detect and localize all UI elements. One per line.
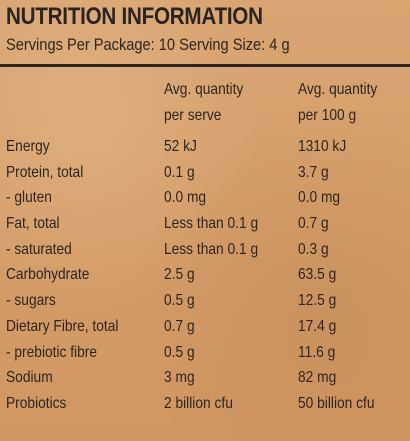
nutrient-row: - gluten 0.0 mg 0.0 mg (0, 185, 410, 211)
column-header-per-100g-line2: per 100 g (298, 107, 357, 124)
nutrient-name: Fat, total (6, 215, 60, 233)
per-serve-value: 0.1 g (164, 163, 195, 181)
per-serve-value: 2 billion cfu (164, 394, 233, 412)
per-100g-value: 1310 kJ (298, 138, 347, 155)
per-serve-value: 2.5 g (164, 266, 195, 284)
panel-title: NUTRITION INFORMATION (6, 3, 263, 30)
nutrient-row: Dietary Fibre, total 0.7 g 17.4 g (0, 314, 410, 340)
nutrient-name: Protein, total (6, 163, 84, 181)
per-100g-value: 11.6 g (298, 343, 336, 361)
per-100g-value: 3.7 g (298, 163, 329, 181)
nutrient-name: Sodium (6, 369, 53, 387)
column-header-per-serve-line1: Avg. quantity (164, 81, 244, 98)
nutrient-name: Energy (6, 138, 50, 155)
nutrient-name: - sugars (6, 292, 56, 310)
nutrient-name: - gluten (6, 189, 52, 207)
column-header-per-serve-line2: per serve (164, 107, 222, 124)
nutrient-name: Dietary Fibre, total (6, 317, 119, 335)
nutrient-row: Probiotics 2 billion cfu 50 billion cfu (0, 391, 410, 417)
nutrient-name: Carbohydrate (6, 266, 90, 284)
per-serve-value: 0.5 g (164, 343, 195, 361)
per-100g-value: 82 mg (298, 369, 337, 387)
column-header-per-100g: Avg. quantity per 100 g (298, 77, 377, 129)
nutrient-row: Fat, total Less than 0.1 g 0.7 g (0, 211, 410, 237)
per-serve-value: 0.5 g (164, 292, 195, 310)
per-100g-value: 63.5 g (298, 266, 337, 284)
per-serve-value: 0.7 g (164, 317, 195, 335)
nutrient-row: Protein, total 0.1 g 3.7 g (0, 160, 410, 186)
nutrient-row: Carbohydrate 2.5 g 63.5 g (0, 262, 410, 288)
servings-line: Servings Per Package: 10 Serving Size: 4… (6, 35, 290, 54)
nutrient-table: Energy 52 kJ 1310 kJ Protein, total 0.1 … (0, 134, 410, 417)
per-serve-value: Less than 0.1 g (164, 215, 259, 233)
per-100g-value: 50 billion cfu (298, 394, 375, 412)
nutrient-row: Sodium 3 mg 82 mg (0, 365, 410, 391)
per-serve-value: 3 mg (164, 369, 195, 387)
nutrient-name: Probiotics (6, 394, 67, 412)
nutrient-row: - sugars 0.5 g 12.5 g (0, 288, 410, 314)
column-header-per-100g-line1: Avg. quantity (298, 81, 378, 98)
nutrient-name: - prebiotic fibre (6, 343, 98, 361)
column-header-per-serve: Avg. quantity per serve (164, 77, 243, 129)
per-serve-value: Less than 0.1 g (164, 240, 259, 258)
header-divider (0, 64, 410, 67)
per-100g-value: 12.5 g (298, 292, 337, 310)
per-100g-value: 17.4 g (298, 317, 337, 335)
per-serve-value: 52 kJ (164, 138, 197, 155)
per-100g-value: 0.7 g (298, 215, 329, 233)
nutrient-row: Energy 52 kJ 1310 kJ (0, 134, 410, 160)
nutrient-row: - saturated Less than 0.1 g 0.3 g (0, 237, 410, 263)
per-serve-value: 0.0 mg (164, 189, 207, 207)
per-100g-value: 0.0 mg (298, 189, 341, 207)
nutrient-name: - saturated (6, 240, 72, 258)
nutrient-row: - prebiotic fibre 0.5 g 11.6 g (0, 340, 410, 366)
per-100g-value: 0.3 g (298, 240, 329, 258)
